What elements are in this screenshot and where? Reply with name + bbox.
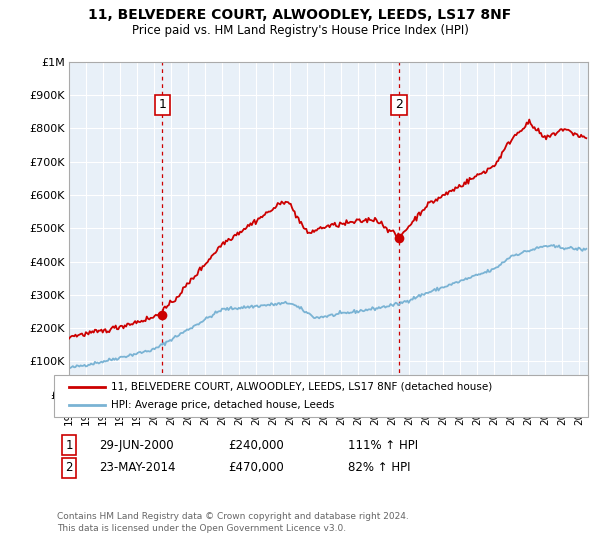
Text: 1: 1	[158, 99, 166, 111]
Text: 2: 2	[65, 461, 73, 474]
Text: 2: 2	[395, 99, 403, 111]
Text: 111% ↑ HPI: 111% ↑ HPI	[348, 438, 418, 452]
Text: Price paid vs. HM Land Registry's House Price Index (HPI): Price paid vs. HM Land Registry's House …	[131, 24, 469, 36]
Text: £240,000: £240,000	[228, 438, 284, 452]
Text: 11, BELVEDERE COURT, ALWOODLEY, LEEDS, LS17 8NF (detached house): 11, BELVEDERE COURT, ALWOODLEY, LEEDS, L…	[111, 382, 492, 392]
Text: Contains HM Land Registry data © Crown copyright and database right 2024.: Contains HM Land Registry data © Crown c…	[57, 512, 409, 521]
Text: 11, BELVEDERE COURT, ALWOODLEY, LEEDS, LS17 8NF: 11, BELVEDERE COURT, ALWOODLEY, LEEDS, L…	[88, 8, 512, 22]
Text: 23-MAY-2014: 23-MAY-2014	[99, 461, 176, 474]
Text: HPI: Average price, detached house, Leeds: HPI: Average price, detached house, Leed…	[111, 400, 334, 410]
Text: £470,000: £470,000	[228, 461, 284, 474]
Text: This data is licensed under the Open Government Licence v3.0.: This data is licensed under the Open Gov…	[57, 524, 346, 533]
Text: 82% ↑ HPI: 82% ↑ HPI	[348, 461, 410, 474]
Text: 29-JUN-2000: 29-JUN-2000	[99, 438, 173, 452]
Text: 1: 1	[65, 438, 73, 452]
